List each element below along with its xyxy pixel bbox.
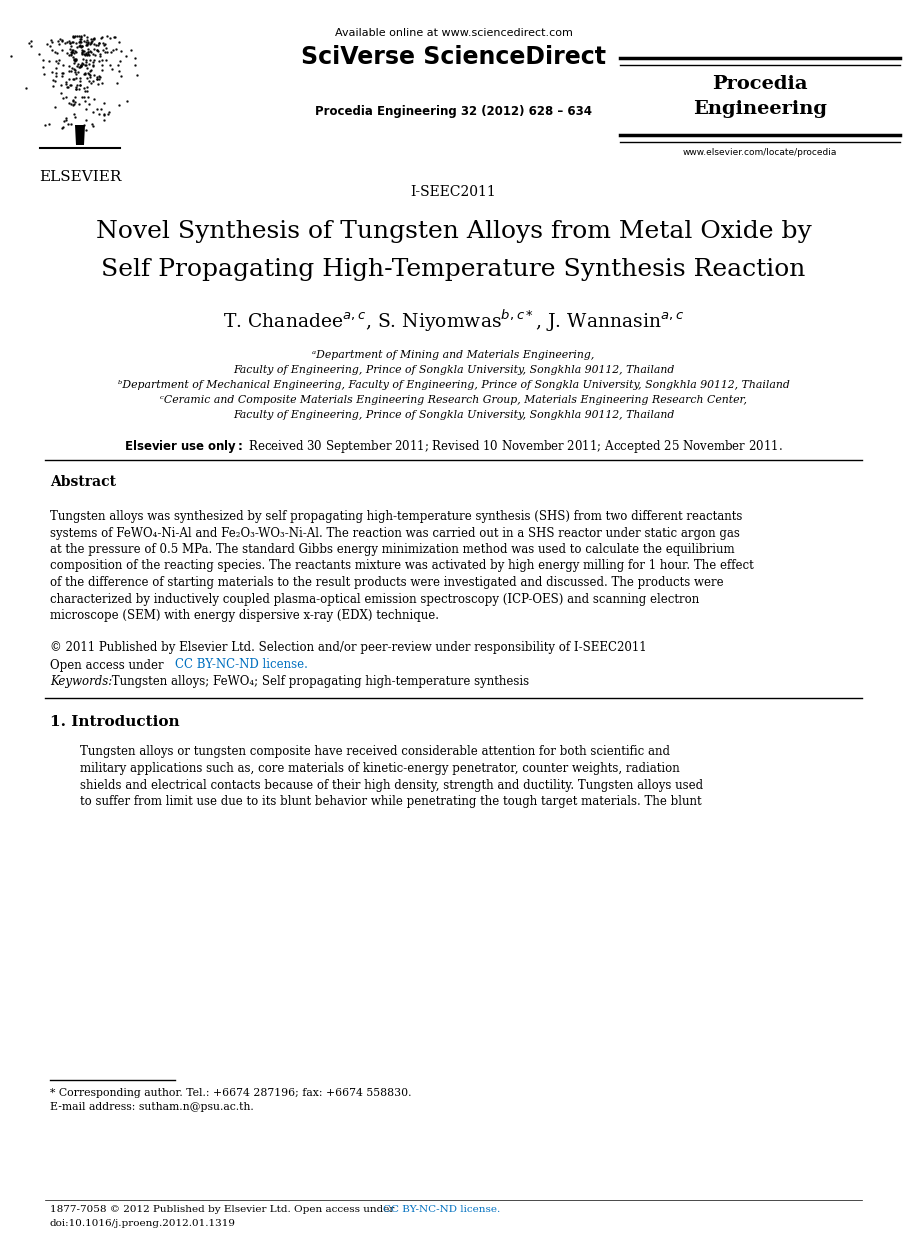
- Text: Available online at www.sciencedirect.com: Available online at www.sciencedirect.co…: [335, 28, 572, 38]
- Polygon shape: [75, 125, 85, 145]
- Text: Novel Synthesis of Tungsten Alloys from Metal Oxide by: Novel Synthesis of Tungsten Alloys from …: [95, 220, 812, 243]
- Text: Open access under: Open access under: [50, 659, 168, 671]
- Text: * Corresponding author. Tel.: +6674 287196; fax: +6674 558830.: * Corresponding author. Tel.: +6674 2871…: [50, 1088, 412, 1098]
- Text: CC BY-NC-ND license.: CC BY-NC-ND license.: [175, 659, 307, 671]
- Text: CC BY-NC-ND license.: CC BY-NC-ND license.: [383, 1205, 501, 1214]
- Text: military applications such as, core materials of kinetic-energy penetrator, coun: military applications such as, core mate…: [80, 763, 679, 775]
- Text: www.elsevier.com/locate/procedia: www.elsevier.com/locate/procedia: [683, 149, 837, 157]
- Text: Procedia Engineering 32 (2012) 628 – 634: Procedia Engineering 32 (2012) 628 – 634: [315, 105, 592, 118]
- Text: to suffer from limit use due to its blunt behavior while penetrating the tough t: to suffer from limit use due to its blun…: [80, 795, 702, 808]
- Text: E-mail address: sutham.n@psu.ac.th.: E-mail address: sutham.n@psu.ac.th.: [50, 1102, 254, 1112]
- Text: Faculty of Engineering, Prince of Songkla University, Songkhla 90112, Thailand: Faculty of Engineering, Prince of Songkl…: [233, 365, 674, 375]
- Text: systems of FeWO₄-Ni-Al and Fe₂O₃-WO₃-Ni-Al. The reaction was carried out in a SH: systems of FeWO₄-Ni-Al and Fe₂O₃-WO₃-Ni-…: [50, 526, 740, 540]
- Text: 1. Introduction: 1. Introduction: [50, 716, 180, 729]
- Text: ᵃDepartment of Mining and Materials Engineering,: ᵃDepartment of Mining and Materials Engi…: [312, 350, 595, 360]
- Text: ᵇDepartment of Mechanical Engineering, Faculty of Engineering, Prince of Songkla: ᵇDepartment of Mechanical Engineering, F…: [118, 380, 789, 390]
- Text: Keywords:: Keywords:: [50, 676, 112, 688]
- Text: Procedia: Procedia: [712, 76, 808, 93]
- Text: microscope (SEM) with energy dispersive x-ray (EDX) technique.: microscope (SEM) with energy dispersive …: [50, 609, 439, 621]
- Text: © 2011 Published by Elsevier Ltd. Selection and/or peer-review under responsibil: © 2011 Published by Elsevier Ltd. Select…: [50, 640, 647, 654]
- Text: T. Chanadee$^{a,c}$, S. Niyomwas$^{b,c*}$, J. Wannasin$^{a,c}$: T. Chanadee$^{a,c}$, S. Niyomwas$^{b,c*}…: [223, 308, 684, 334]
- Text: 1877-7058 © 2012 Published by Elsevier Ltd. Open access under: 1877-7058 © 2012 Published by Elsevier L…: [50, 1205, 397, 1214]
- Text: Tungsten alloys or tungsten composite have received considerable attention for b: Tungsten alloys or tungsten composite ha…: [80, 745, 670, 759]
- Text: Abstract: Abstract: [50, 475, 116, 489]
- Text: Faculty of Engineering, Prince of Songkla University, Songkhla 90112, Thailand: Faculty of Engineering, Prince of Songkl…: [233, 410, 674, 420]
- Text: ᶜCeramic and Composite Materials Engineering Research Group, Materials Engineeri: ᶜCeramic and Composite Materials Enginee…: [160, 395, 747, 405]
- Text: Tungsten alloys; FeWO₄; Self propagating high-temperature synthesis: Tungsten alloys; FeWO₄; Self propagating…: [108, 676, 529, 688]
- Text: SciVerse ScienceDirect: SciVerse ScienceDirect: [301, 45, 606, 69]
- Text: at the pressure of 0.5 MPa. The standard Gibbs energy minimization method was us: at the pressure of 0.5 MPa. The standard…: [50, 543, 735, 556]
- Text: shields and electrical contacts because of their high density, strength and duct: shields and electrical contacts because …: [80, 779, 703, 791]
- Text: doi:10.1016/j.proeng.2012.01.1319: doi:10.1016/j.proeng.2012.01.1319: [50, 1219, 236, 1228]
- Text: characterized by inductively coupled plasma-optical emission spectroscopy (ICP-O: characterized by inductively coupled pla…: [50, 593, 699, 605]
- Text: Tungsten alloys was synthesized by self propagating high-temperature synthesis (: Tungsten alloys was synthesized by self …: [50, 510, 742, 522]
- Text: Engineering: Engineering: [693, 100, 827, 118]
- Text: Self Propagating High-Temperature Synthesis Reaction: Self Propagating High-Temperature Synthe…: [102, 258, 805, 281]
- Text: $\mathbf{Elsevier\ use\ only:}$ Received 30 September 2011; Revised 10 November : $\mathbf{Elsevier\ use\ only:}$ Received…: [124, 438, 783, 456]
- Text: composition of the reacting species. The reactants mixture was activated by high: composition of the reacting species. The…: [50, 560, 754, 572]
- Text: ELSEVIER: ELSEVIER: [39, 170, 122, 184]
- Text: of the difference of starting materials to the result products were investigated: of the difference of starting materials …: [50, 576, 724, 589]
- Text: I-SEEC2011: I-SEEC2011: [411, 184, 496, 199]
